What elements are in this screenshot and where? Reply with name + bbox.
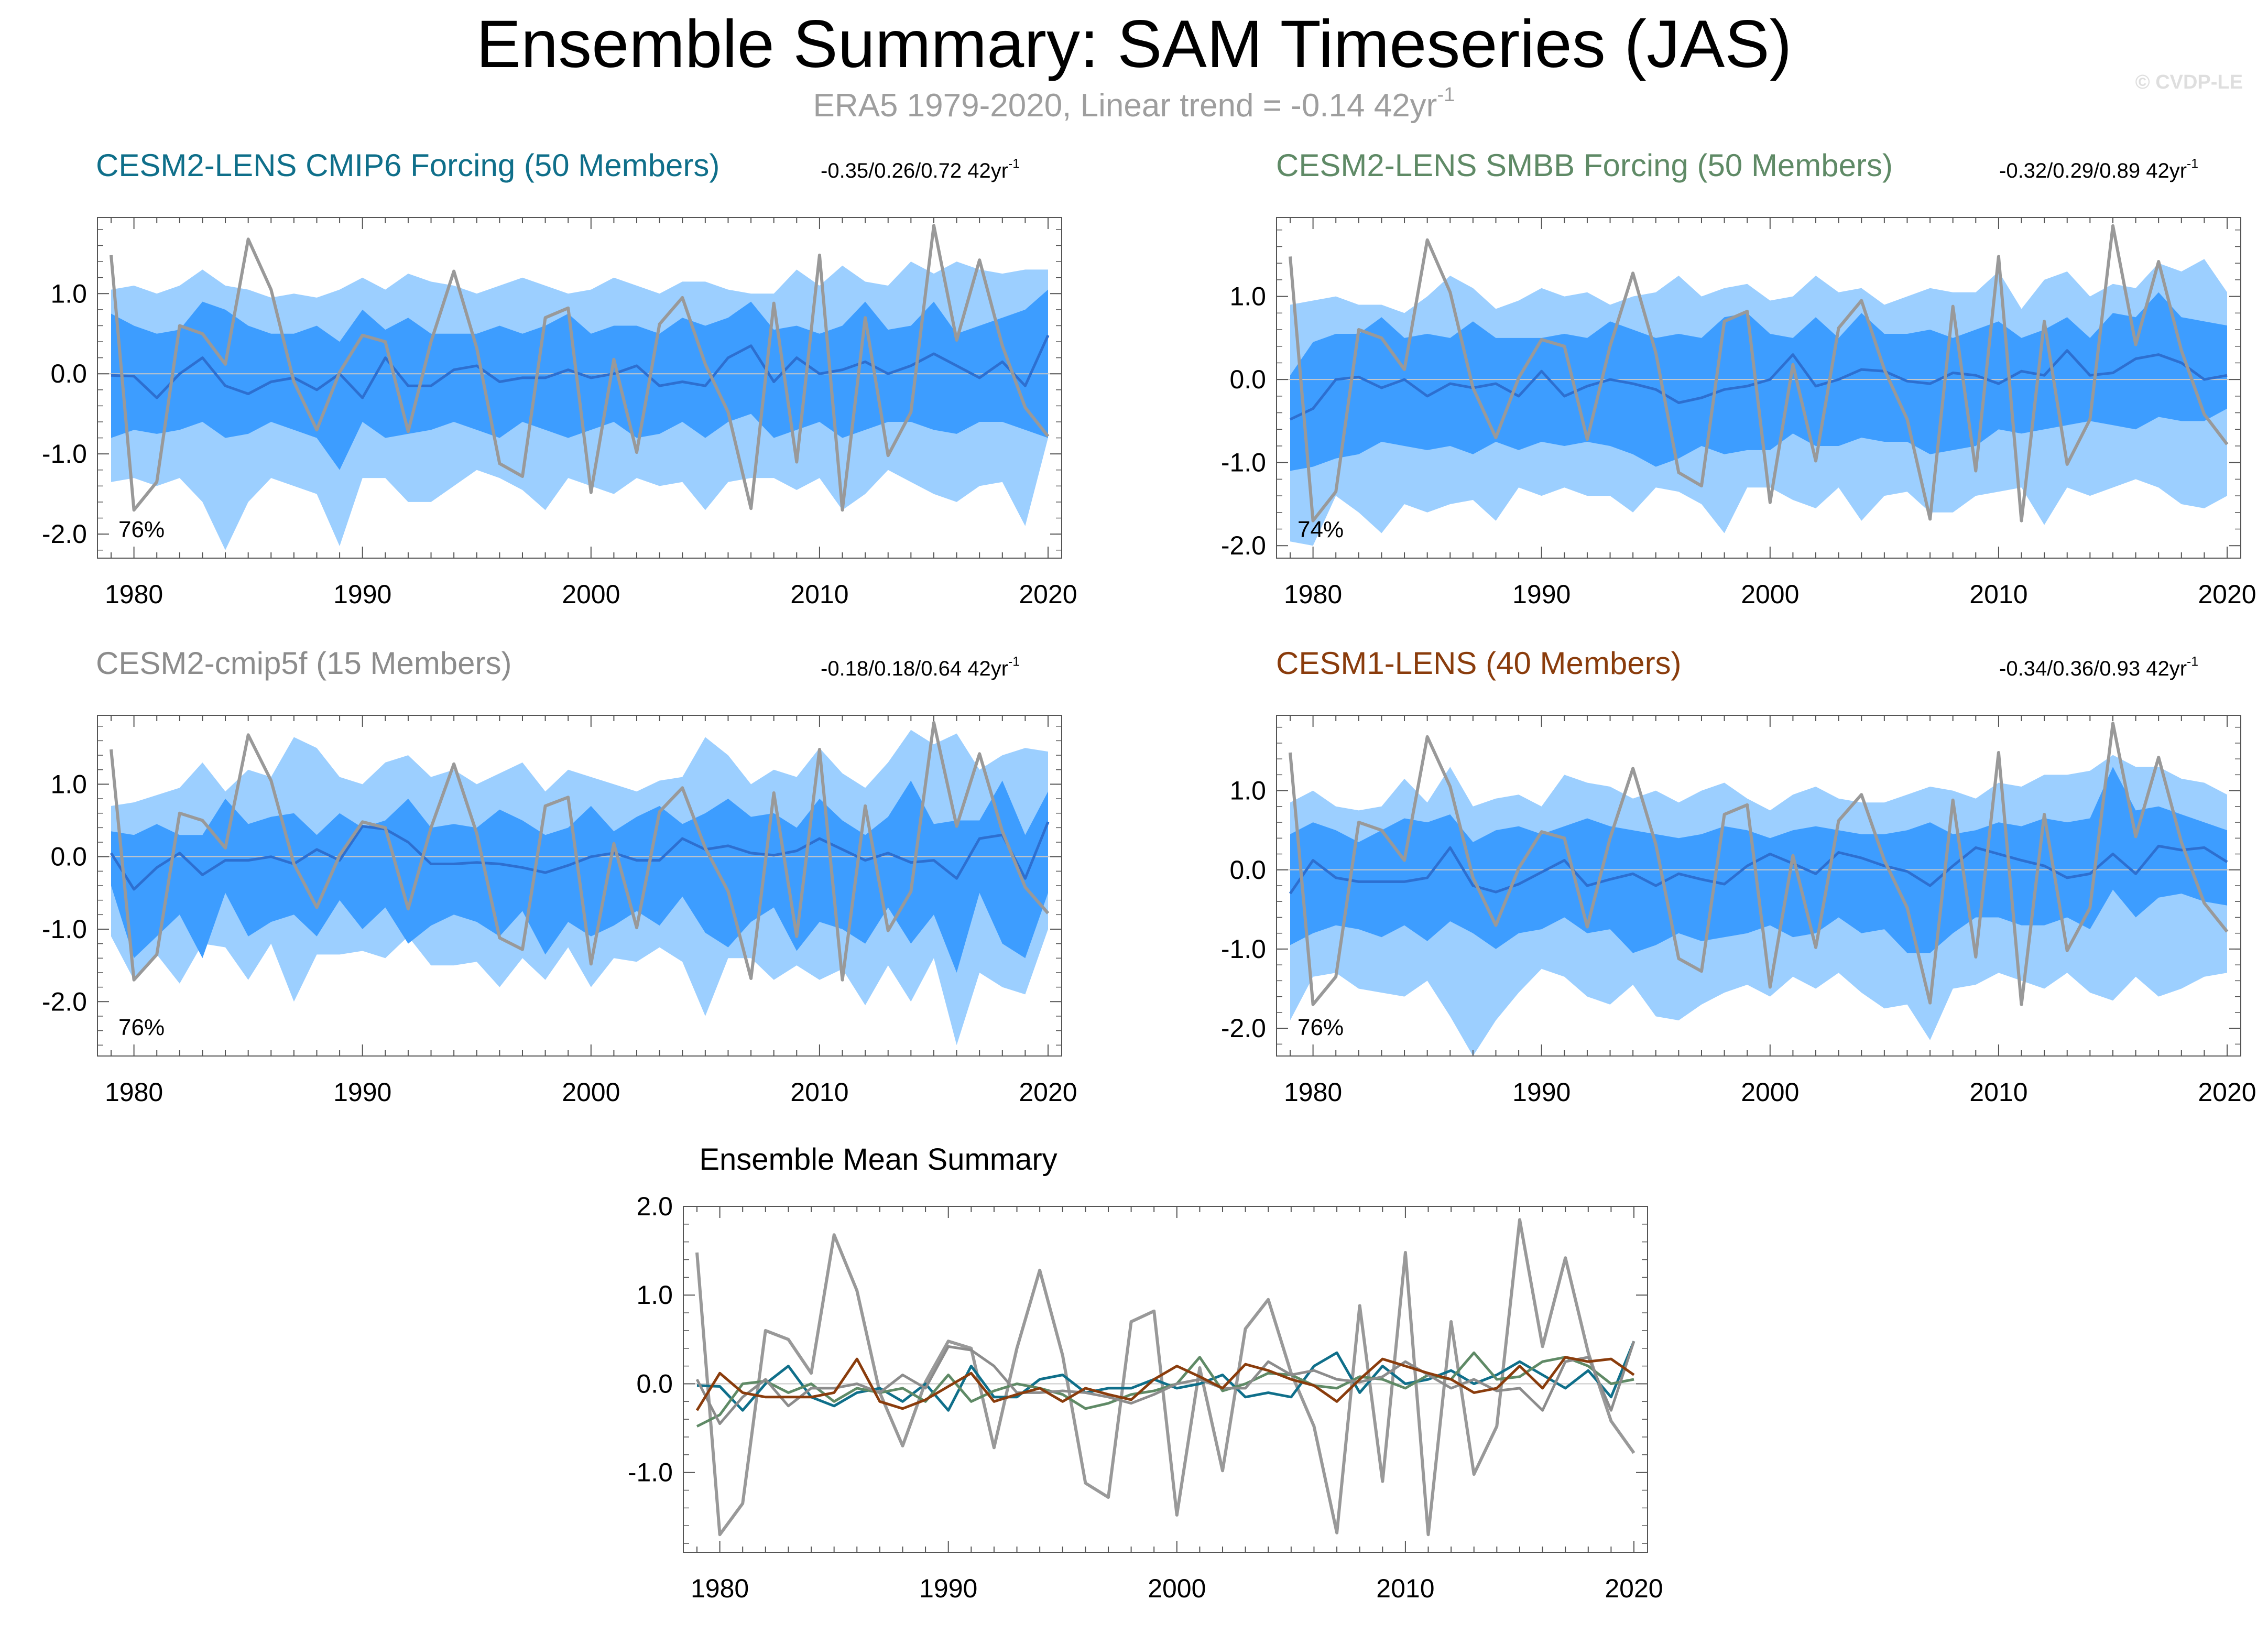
figure-title: Ensemble Summary: SAM Timeseries (JAS) xyxy=(476,7,1792,82)
y-tick-label: -2.0 xyxy=(1221,531,1266,560)
x-tick-label: 1980 xyxy=(1284,1077,1342,1107)
x-tick-label: 2020 xyxy=(1019,580,1077,609)
panel-trend-cmip6: -0.35/0.26/0.72 42yr-1 xyxy=(821,156,1020,186)
panel-cmip6: 1980 1990 2000 2010 2020 1.0 0.0 -1.0 -2.0 76% xyxy=(42,217,1077,609)
panel-title-cmip5f: CESM2-cmip5f (15 Members) xyxy=(96,646,512,681)
inner-range-band xyxy=(111,289,1048,470)
y-tick-label: 1.0 xyxy=(1229,776,1266,805)
series-line-cesm2-cmip5f xyxy=(695,1341,1635,1425)
x-tick-label: 2010 xyxy=(790,1077,848,1107)
subtitle-exponent: -1 xyxy=(1437,83,1455,106)
panel-smbb: 1980 1990 2000 2010 2020 1.0 0.0 -1.0 -2.0 74% xyxy=(1221,217,2256,609)
x-tick-label: 2010 xyxy=(1969,580,2027,609)
y-tick-label: 2.0 xyxy=(636,1192,673,1221)
panel-trend-exponent: -1 xyxy=(1008,655,1020,669)
x-tick-label: 1980 xyxy=(105,580,163,609)
summary-title: Ensemble Mean Summary xyxy=(699,1142,1057,1177)
panel-title-cesm1: CESM1-LENS (40 Members) xyxy=(1276,646,1682,681)
ensemble-mean-line xyxy=(1289,844,2228,895)
plot-frame xyxy=(683,1206,1648,1553)
panel-trend-exponent: -1 xyxy=(1008,157,1020,171)
percent-label: 76% xyxy=(118,517,165,542)
x-tick-label: 1980 xyxy=(1284,580,1342,609)
panel-title-smbb: CESM2-LENS SMBB Forcing (50 Members) xyxy=(1276,148,1893,183)
x-tick-label: 1990 xyxy=(1512,1077,1571,1107)
y-tick-label: -2.0 xyxy=(42,987,87,1016)
era5-line xyxy=(1289,722,2229,1006)
panel-summary: Ensemble Mean Summary 1980 1990 2000 2010 202… xyxy=(628,1142,1663,1603)
x-tick-label: 2020 xyxy=(1605,1574,1663,1603)
x-tick-label: 2000 xyxy=(1741,1077,1799,1107)
panel-trend-text: -0.34/0.36/0.93 42yr xyxy=(1999,657,2187,680)
y-tick-label: -1.0 xyxy=(42,915,87,944)
plot-frame xyxy=(97,217,1062,559)
x-tick-label: 1990 xyxy=(919,1574,977,1603)
panel-trend-cmip5f: -0.18/0.18/0.64 42yr-1 xyxy=(821,654,1020,683)
panel-cesm1: 1980 1990 2000 2010 2020 1.0 0.0 -1.0 -2.0 76% xyxy=(1221,715,2256,1107)
y-tick-label: -2.0 xyxy=(1221,1014,1266,1043)
x-tick-label: 2010 xyxy=(790,580,848,609)
y-tick-label: -1.0 xyxy=(1221,934,1266,964)
panel-trend-exponent: -1 xyxy=(2187,157,2199,171)
x-tick-label: 2000 xyxy=(1148,1574,1206,1603)
plot-frame xyxy=(1276,217,2241,559)
y-tick-label: 1.0 xyxy=(50,769,87,799)
y-tick-label: -2.0 xyxy=(42,519,87,549)
x-tick-label: 2010 xyxy=(1376,1574,1434,1603)
series-line-era5 xyxy=(695,1218,1635,1537)
y-tick-label: -1.0 xyxy=(42,439,87,469)
x-tick-label: 1980 xyxy=(691,1574,749,1603)
panel-trend-text: -0.18/0.18/0.64 42yr xyxy=(821,657,1009,680)
x-tick-label: 1980 xyxy=(105,1077,163,1107)
x-tick-label: 2010 xyxy=(1969,1077,2027,1107)
x-tick-label: 2020 xyxy=(2198,580,2256,609)
y-tick-label: 0.0 xyxy=(636,1369,673,1398)
y-tick-label: -1.0 xyxy=(628,1458,673,1487)
panel-trend-cesm1: -0.34/0.36/0.93 42yr-1 xyxy=(1999,654,2198,683)
panel-trend-smbb: -0.32/0.29/0.89 42yr-1 xyxy=(1999,156,2198,186)
ensemble-mean-line xyxy=(110,821,1050,891)
y-tick-label: 0.0 xyxy=(1229,365,1266,394)
x-tick-label: 2000 xyxy=(562,1077,620,1107)
series-line-cesm1-lens xyxy=(695,1356,1635,1411)
y-tick-label: 0.0 xyxy=(50,359,87,388)
percent-label: 76% xyxy=(1297,1015,1344,1040)
x-tick-label: 1990 xyxy=(333,1077,391,1107)
y-tick-label: 0.0 xyxy=(1229,855,1266,885)
panel-trend-text: -0.32/0.29/0.89 42yr xyxy=(1999,159,2187,182)
subtitle-text: ERA5 1979-2020, Linear trend = -0.14 42y… xyxy=(813,88,1437,124)
era5-line xyxy=(110,721,1050,982)
x-tick-label: 2020 xyxy=(1019,1077,1077,1107)
era5-line xyxy=(1289,224,2229,522)
watermark: © CVDP-LE xyxy=(2135,71,2243,93)
y-tick-label: 0.0 xyxy=(50,842,87,872)
percent-label: 76% xyxy=(118,1015,165,1040)
ensemble-mean-line xyxy=(111,334,1050,399)
percent-label: 74% xyxy=(1297,517,1344,542)
era5-line xyxy=(110,224,1050,512)
ensemble-mean-line xyxy=(1289,349,2228,421)
x-tick-label: 1990 xyxy=(1512,580,1571,609)
series-line-cesm2-lens-smbb-forcing xyxy=(696,1351,1634,1428)
x-tick-label: 1990 xyxy=(333,580,391,609)
panel-title-cmip6: CESM2-LENS CMIP6 Forcing (50 Members) xyxy=(96,148,720,183)
panel-trend-exponent: -1 xyxy=(2187,655,2199,669)
panel-cmip5f: 1980 1990 2000 2010 2020 1.0 0.0 -1.0 -2.0 76% xyxy=(42,715,1077,1107)
panel-trend-text: -0.35/0.26/0.72 42yr xyxy=(821,159,1009,182)
y-tick-label: -1.0 xyxy=(1221,448,1266,477)
x-tick-label: 2000 xyxy=(562,580,620,609)
y-tick-label: 1.0 xyxy=(1229,282,1266,311)
figure-subtitle: ERA5 1979-2020, Linear trend = -0.14 42y… xyxy=(0,83,2268,127)
y-tick-label: 1.0 xyxy=(50,279,87,308)
x-tick-label: 2020 xyxy=(2198,1077,2256,1107)
x-tick-label: 2000 xyxy=(1741,580,1799,609)
y-tick-label: 1.0 xyxy=(636,1280,673,1310)
